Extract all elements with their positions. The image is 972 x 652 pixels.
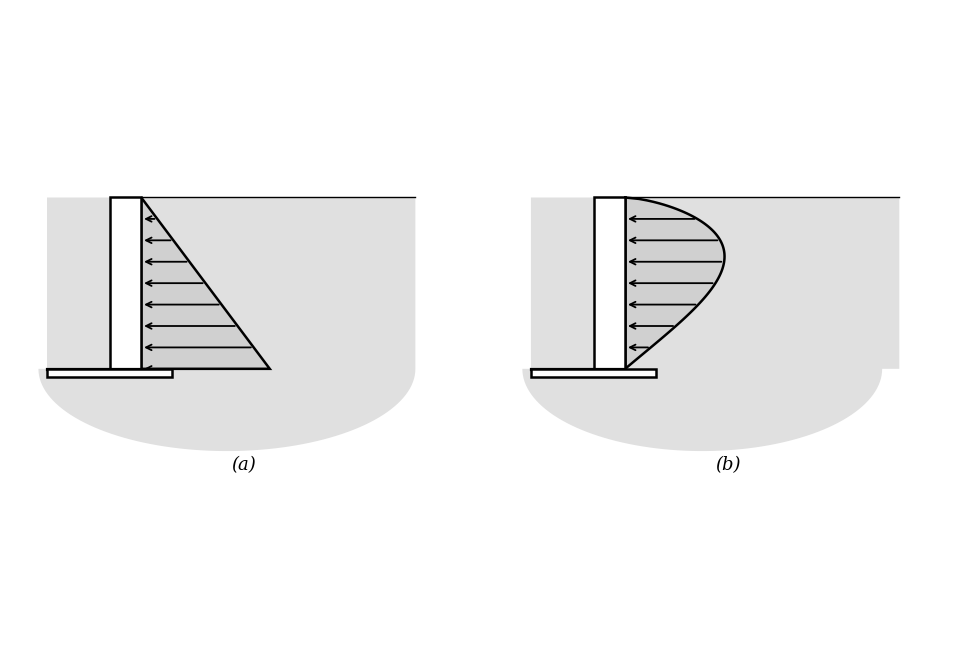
Bar	[594, 198, 625, 369]
Polygon shape	[141, 198, 270, 369]
Polygon shape	[39, 198, 415, 451]
Bar	[47, 369, 172, 378]
Text: (b): (b)	[715, 456, 741, 474]
Bar	[531, 369, 656, 378]
Polygon shape	[625, 198, 724, 369]
Polygon shape	[522, 198, 899, 451]
Bar	[111, 198, 141, 369]
Text: (a): (a)	[231, 456, 257, 474]
